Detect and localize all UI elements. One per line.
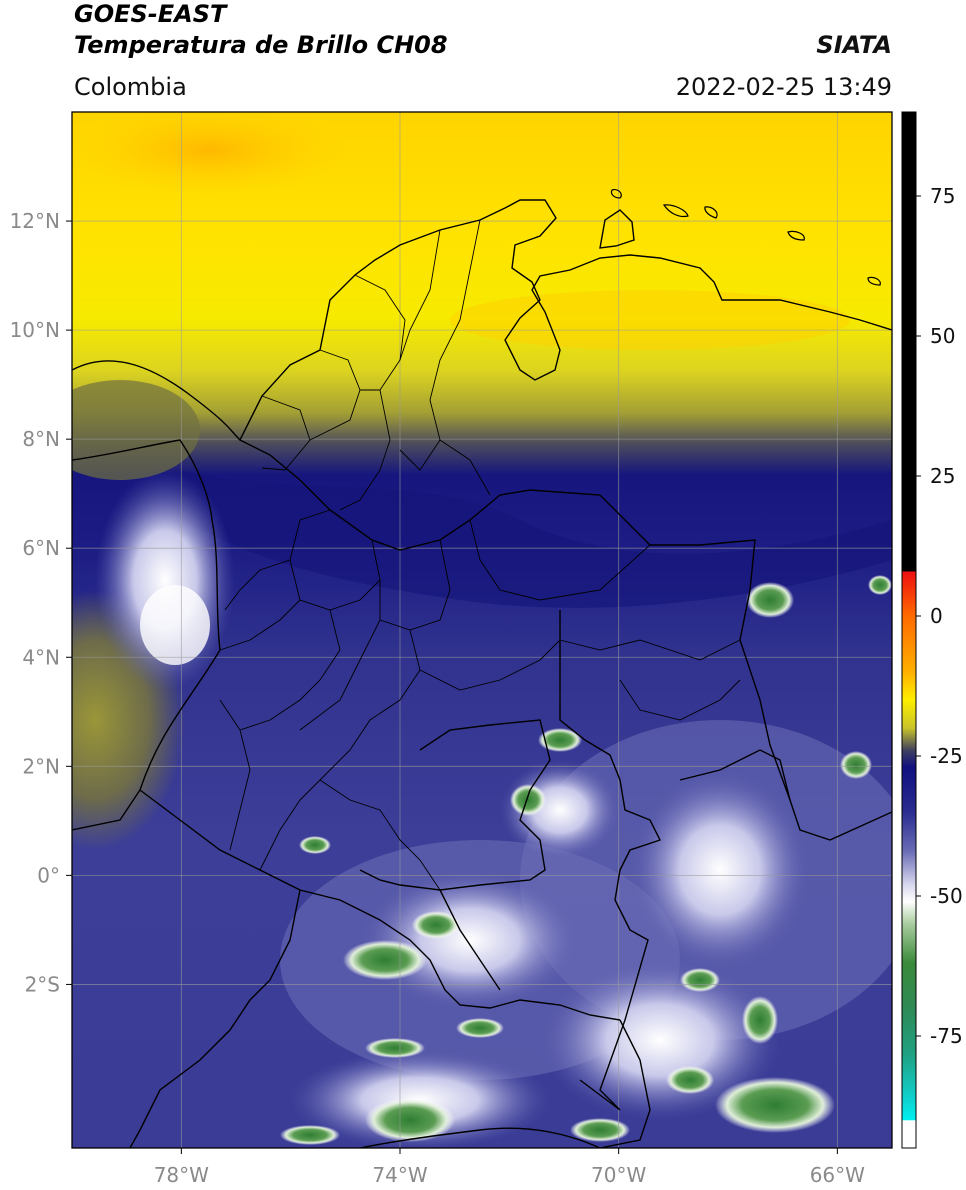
caribbean-islands (610, 189, 881, 286)
colorbar-tick-label: -75 (930, 1024, 963, 1048)
lat-tick-label: 4°N (22, 645, 60, 669)
satellite-title: GOES-EAST (74, 0, 227, 28)
department-boundaries (219, 219, 741, 891)
country-boundaries (72, 199, 892, 1148)
graticule-lines (72, 112, 892, 1148)
map-frame (71, 111, 893, 1149)
lat-tick-label: 2°N (22, 754, 60, 778)
map-axes: 78°W 74°W 70°W 66°W 12°N 10°N 8°N 6°N 4°N 2°N 0° 2°… (10, 209, 866, 1187)
lon-tick-label: 66°W (810, 1163, 865, 1187)
colorbar-gradient (902, 112, 916, 1148)
colorbar-tick-label: -25 (930, 744, 963, 768)
colorbar-tick-label: 25 (930, 464, 955, 488)
colorbar: 75 50 25 0 -25 -50 -75 (901, 111, 963, 1149)
lat-tick-label: 2°S (25, 972, 60, 996)
datetime-label: 2022-02-25 13:49 (675, 73, 892, 101)
lat-tick-label: 12°N (10, 209, 60, 233)
brightness-temperature-raster (72, 112, 892, 1148)
lat-tick-label: 10°N (10, 318, 60, 342)
organization-label: SIATA (816, 31, 892, 59)
colorbar-tick-label: 75 (930, 184, 955, 208)
lat-tick-label: 6°N (22, 536, 60, 560)
lon-tick-label: 74°W (372, 1163, 427, 1187)
region-label: Colombia (74, 73, 187, 101)
colorbar-tick-label: -50 (930, 884, 963, 908)
colorbar-tick-label: 0 (930, 604, 943, 628)
lon-tick-label: 78°W (154, 1163, 209, 1187)
product-title: Temperatura de Brillo CH08 (74, 31, 448, 59)
lon-tick-label: 70°W (591, 1163, 646, 1187)
colorbar-frame (901, 111, 917, 1149)
lat-tick-label: 8°N (22, 427, 60, 451)
lat-tick-label: 0° (37, 863, 60, 887)
colorbar-tick-label: 50 (930, 324, 955, 348)
